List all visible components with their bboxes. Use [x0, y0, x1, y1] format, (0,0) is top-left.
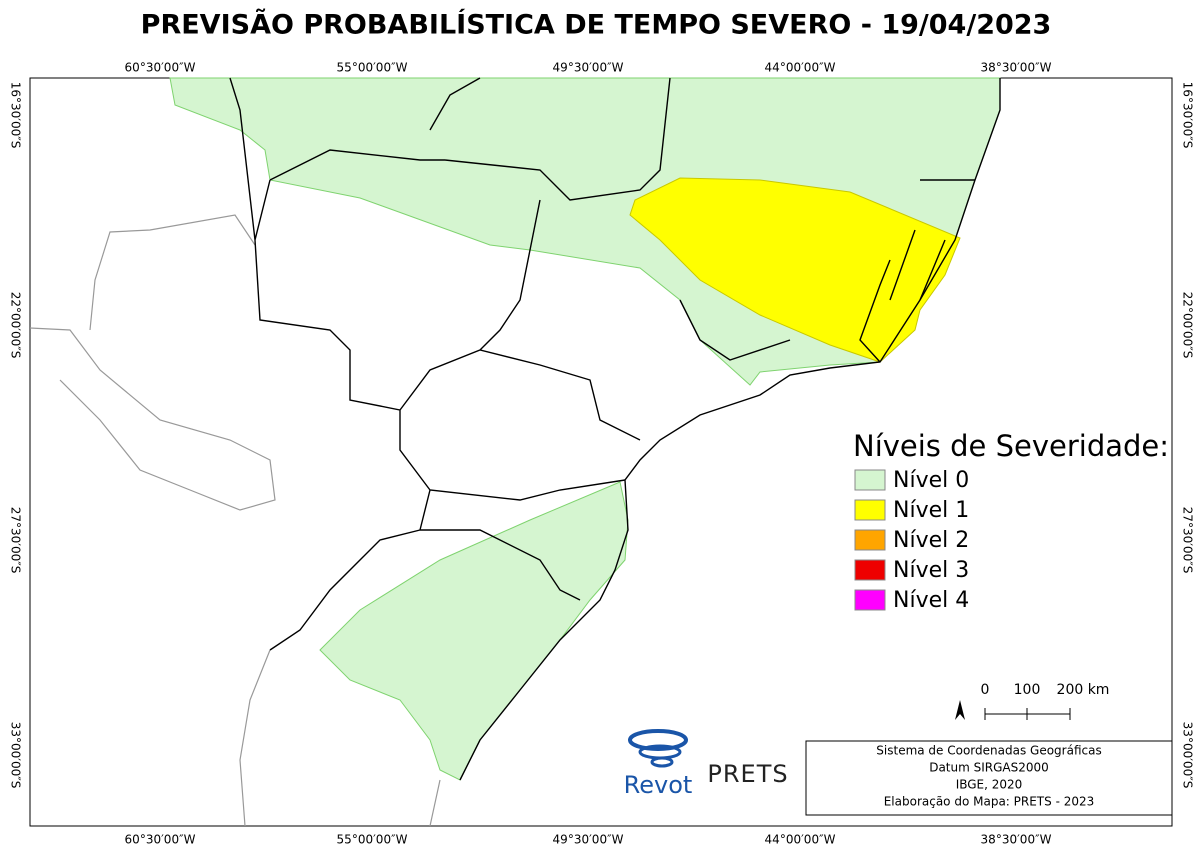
lon-label: 49°30′00″W: [553, 61, 624, 75]
frame-labels: 60°30′00″W 55°00′00″W 49°30′00″W 44°00′00″W…: [9, 61, 1195, 847]
legend-label: Nível 0: [893, 468, 969, 493]
lon-label: 44°00′00″W: [765, 833, 836, 847]
info-box: [805, 740, 1173, 816]
legend-swatch: [854, 469, 886, 491]
lon-label: 60°30′00″W: [125, 61, 196, 75]
lat-label: 22°00′00″S: [1181, 292, 1195, 359]
info-line: IBGE, 2020: [956, 778, 1023, 792]
scale-line: [984, 708, 1071, 720]
lon-label: 55°00′00″W: [337, 833, 408, 847]
coastline: [459, 78, 1001, 781]
legend-swatch: [854, 499, 886, 521]
legend-swatch: [854, 529, 886, 551]
scale-bar: 0 100 200 km: [955, 682, 1109, 720]
prets-logo: PRETS: [707, 760, 788, 788]
scale-label: 0: [981, 682, 990, 698]
lat-label: 27°30′00″S: [1181, 507, 1195, 574]
lon-label: 55°00′00″W: [337, 61, 408, 75]
legend-swatch: [854, 559, 886, 581]
info-line: Datum SIRGAS2000: [929, 761, 1049, 775]
lat-label: 27°30′00″S: [9, 507, 23, 574]
legend-swatch: [854, 589, 886, 611]
map-shapes: [29, 77, 1001, 827]
lat-label: 16°30′00″S: [1181, 82, 1195, 149]
legend-label: Nível 3: [893, 558, 969, 583]
scale-label: 100: [1014, 682, 1041, 698]
revot-logo: Revot: [624, 729, 693, 799]
info-line: Elaboração do Mapa: PRETS - 2023: [884, 795, 1095, 809]
lat-label: 16°30′00″S: [9, 82, 23, 149]
level-1-area: [629, 177, 961, 363]
north-arrow: [955, 700, 965, 720]
legend-label: Nível 1: [893, 498, 969, 523]
lat-label: 33°00′00″S: [1181, 722, 1195, 789]
info-line: Sistema de Coordenadas Geográficas: [876, 744, 1101, 758]
state-borders: [229, 77, 975, 651]
legend-label: Nível 4: [893, 588, 969, 613]
lat-label: 22°00′00″S: [9, 292, 23, 359]
lon-label: 60°30′00″W: [125, 833, 196, 847]
info-text: Sistema de Coordenadas Geográficas Datum …: [876, 744, 1101, 809]
country-borders: [29, 214, 441, 827]
revot-text: Revot: [624, 771, 693, 799]
legend-label: Nível 2: [893, 528, 969, 553]
lat-label: 33°00′00″S: [9, 722, 23, 789]
lon-label: 49°30′00″W: [553, 833, 624, 847]
title: PREVISÃO PROBABILÍSTICA DE TEMPO SEVERO …: [141, 9, 1052, 41]
lon-label: 38°30′00″W: [981, 833, 1052, 847]
scale-label: 200 km: [1057, 682, 1110, 698]
legend-title: Níveis de Severidade:: [853, 429, 1169, 463]
lon-label: 44°00′00″W: [765, 61, 836, 75]
lon-label: 38°30′00″W: [981, 61, 1052, 75]
legend: Níveis de Severidade: Nível 0 Nível 1 Níve…: [853, 429, 1169, 613]
